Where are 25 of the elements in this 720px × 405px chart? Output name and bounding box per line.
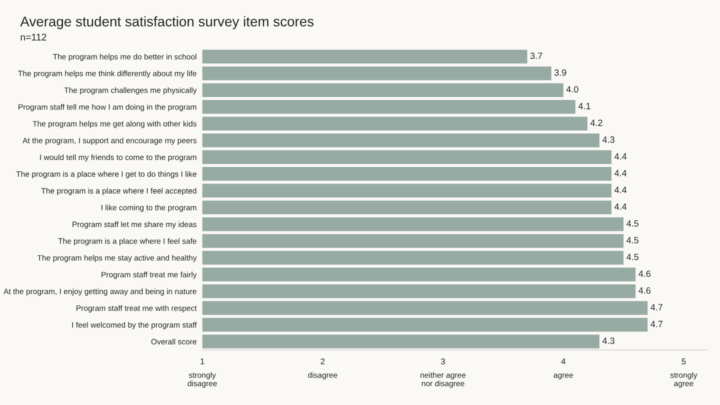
data-label: 3.9 — [554, 69, 566, 76]
data-label: 4.4 — [614, 204, 627, 210]
x-tick-label: 4 — [561, 358, 566, 364]
data-label: 4.4 — [614, 153, 627, 160]
x-tick-label: 2 — [320, 358, 325, 364]
data-label: 4.0 — [566, 86, 578, 93]
x-tick-label: 1 — [200, 358, 204, 364]
data-label: 4.5 — [626, 254, 638, 260]
data-label: 3.7 — [530, 52, 542, 59]
data-label: 4.4 — [614, 170, 627, 176]
chart-title: Average student satisfaction survey item scores — [20, 16, 314, 30]
data-label: 4.3 — [602, 136, 614, 143]
data-label: 4.3 — [602, 338, 614, 344]
data-label: 4.6 — [638, 270, 650, 277]
x-tick-label: 5 — [682, 358, 686, 364]
text: n=112 — [20, 34, 46, 40]
data-label: 4.7 — [650, 320, 662, 328]
data-label: 4.1 — [578, 102, 590, 110]
data-label: 4.5 — [626, 237, 638, 244]
data-label: 4.5 — [626, 220, 638, 227]
data-label: 4.7 — [650, 304, 662, 310]
data-label: 4.6 — [638, 287, 650, 294]
x-tick-label: 3 — [441, 358, 445, 364]
data-label: 4.2 — [590, 120, 602, 126]
data-label: 4.4 — [614, 186, 627, 194]
